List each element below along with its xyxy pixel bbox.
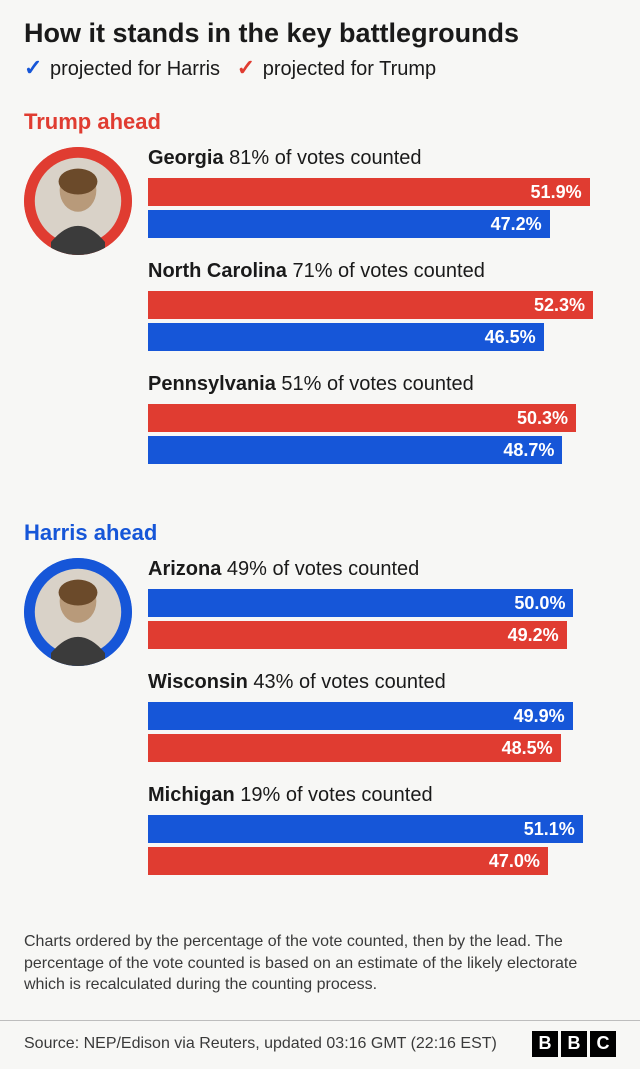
state-block: North Carolina 71% of votes counted 52.3%…: [148, 260, 616, 351]
bbc-logo-letter: B: [561, 1031, 587, 1057]
state-header: Wisconsin 43% of votes counted: [148, 671, 616, 694]
bars: 51.1% 47.0%: [148, 815, 616, 875]
bar: 51.9%: [148, 178, 590, 206]
bars: 50.3% 48.7%: [148, 404, 616, 464]
bar-value-label: 49.9%: [514, 706, 565, 727]
state-name: Arizona: [148, 558, 221, 580]
sections: Trump ahead Georgia 81% of votes counted…: [24, 109, 616, 897]
bar: 47.2%: [148, 210, 550, 238]
section: Trump ahead Georgia 81% of votes counted…: [24, 109, 616, 486]
state-name: Wisconsin: [148, 671, 248, 693]
state-block: Wisconsin 43% of votes counted 49.9% 48.5%: [148, 671, 616, 762]
state-block: Michigan 19% of votes counted 51.1% 47.0%: [148, 784, 616, 875]
avatar-column: [24, 147, 132, 486]
votes-counted-text: 71% of votes counted: [292, 260, 484, 282]
bbc-logo-letter: B: [532, 1031, 558, 1057]
state-header: Michigan 19% of votes counted: [148, 784, 616, 807]
trump-avatar: [24, 147, 132, 255]
bar: 52.3%: [148, 291, 593, 319]
bar-value-label: 49.2%: [508, 625, 559, 646]
state-name: Pennsylvania: [148, 373, 276, 395]
bar-row: 49.9%: [148, 702, 616, 730]
bar: 46.5%: [148, 323, 544, 351]
votes-counted-text: 81% of votes counted: [229, 147, 421, 169]
bar: 48.5%: [148, 734, 561, 762]
bar-row: 50.0%: [148, 589, 616, 617]
bar-value-label: 48.5%: [502, 738, 553, 759]
bar-row: 48.5%: [148, 734, 616, 762]
bar: 47.0%: [148, 847, 548, 875]
bar-row: 46.5%: [148, 323, 616, 351]
footnote: Charts ordered by the percentage of the …: [24, 931, 616, 996]
source-text: Source: NEP/Edison via Reuters, updated …: [24, 1035, 497, 1053]
votes-counted-text: 43% of votes counted: [253, 671, 445, 693]
state-name: Georgia: [148, 147, 224, 169]
state-header: North Carolina 71% of votes counted: [148, 260, 616, 283]
bar: 50.0%: [148, 589, 573, 617]
bar-value-label: 51.9%: [531, 182, 582, 203]
harris-avatar: [24, 558, 132, 666]
bar-row: 47.0%: [148, 847, 616, 875]
state-name: Michigan: [148, 784, 235, 806]
section-body: Georgia 81% of votes counted 51.9% 47.2% No…: [24, 147, 616, 486]
chart-container: How it stands in the key battlegrounds ✓…: [0, 0, 640, 1020]
state-block: Arizona 49% of votes counted 50.0% 49.2%: [148, 558, 616, 649]
bar-value-label: 47.2%: [491, 214, 542, 235]
bar-row: 51.1%: [148, 815, 616, 843]
votes-counted-text: 51% of votes counted: [281, 373, 473, 395]
bar-value-label: 47.0%: [489, 851, 540, 872]
bar: 50.3%: [148, 404, 576, 432]
bar-row: 52.3%: [148, 291, 616, 319]
state-block: Georgia 81% of votes counted 51.9% 47.2%: [148, 147, 616, 238]
trump-check-icon: ✓: [237, 55, 255, 81]
bar-value-label: 50.0%: [514, 593, 565, 614]
bar-row: 49.2%: [148, 621, 616, 649]
bar-value-label: 50.3%: [517, 408, 568, 429]
bar-row: 48.7%: [148, 436, 616, 464]
bars: 49.9% 48.5%: [148, 702, 616, 762]
states-column: Arizona 49% of votes counted 50.0% 49.2% Wi…: [148, 558, 616, 897]
bar: 49.2%: [148, 621, 567, 649]
bars: 51.9% 47.2%: [148, 178, 616, 238]
bar-row: 47.2%: [148, 210, 616, 238]
state-header: Arizona 49% of votes counted: [148, 558, 616, 581]
state-header: Pennsylvania 51% of votes counted: [148, 373, 616, 396]
bar-value-label: 52.3%: [534, 295, 585, 316]
legend-harris-text: projected for Harris: [50, 58, 220, 80]
states-column: Georgia 81% of votes counted 51.9% 47.2% No…: [148, 147, 616, 486]
state-name: North Carolina: [148, 260, 287, 282]
bar-row: 50.3%: [148, 404, 616, 432]
bar-value-label: 48.7%: [503, 440, 554, 461]
votes-counted-text: 19% of votes counted: [240, 784, 432, 806]
state-block: Pennsylvania 51% of votes counted 50.3% 48…: [148, 373, 616, 464]
bar-value-label: 46.5%: [485, 327, 536, 348]
bar-row: 51.9%: [148, 178, 616, 206]
bar: 51.1%: [148, 815, 583, 843]
avatar-column: [24, 558, 132, 897]
bars: 52.3% 46.5%: [148, 291, 616, 351]
section: Harris ahead Arizona 49% of votes counte…: [24, 520, 616, 897]
section-label: Harris ahead: [24, 520, 616, 546]
harris-check-icon: ✓: [24, 55, 42, 81]
bar: 49.9%: [148, 702, 573, 730]
state-header: Georgia 81% of votes counted: [148, 147, 616, 170]
bar: 48.7%: [148, 436, 562, 464]
bars: 50.0% 49.2%: [148, 589, 616, 649]
bbc-logo: B B C: [532, 1031, 616, 1057]
section-body: Arizona 49% of votes counted 50.0% 49.2% Wi…: [24, 558, 616, 897]
chart-title: How it stands in the key battlegrounds: [24, 18, 616, 49]
legend: ✓ projected for Harris ✓ projected for T…: [24, 55, 616, 81]
votes-counted-text: 49% of votes counted: [227, 558, 419, 580]
bbc-logo-letter: C: [590, 1031, 616, 1057]
legend-trump-text: projected for Trump: [263, 58, 436, 80]
footer: Source: NEP/Edison via Reuters, updated …: [0, 1020, 640, 1069]
section-label: Trump ahead: [24, 109, 616, 135]
bar-value-label: 51.1%: [524, 819, 575, 840]
